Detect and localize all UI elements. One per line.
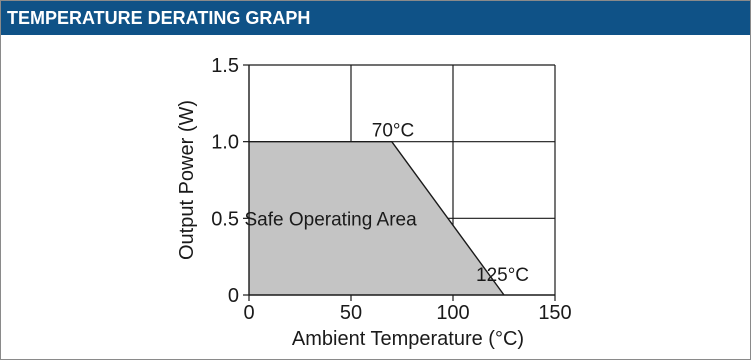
x-tick-label: 0	[243, 302, 254, 324]
derating-chart: 0 50 100 150 0 0.5 1.0 1.5 Safe Operating Area…	[176, 55, 572, 350]
chart-axes	[248, 65, 555, 296]
y-tick-label: 0.5	[211, 208, 239, 230]
annotation-125c: 125°C	[476, 265, 529, 286]
y-axis-ticks: 0 0.5 1.0 1.5	[211, 55, 249, 307]
x-axis-label: Ambient Temperature (°C)	[292, 328, 524, 350]
y-tick-label: 1.5	[211, 55, 239, 77]
y-tick-label: 0	[228, 285, 239, 307]
x-tick-label: 100	[436, 302, 469, 324]
x-tick-label: 50	[340, 302, 362, 324]
safe-operating-area	[249, 141, 504, 295]
panel-title: TEMPERATURE DERATING GRAPH	[1, 1, 750, 35]
x-tick-label: 150	[538, 302, 571, 324]
derating-curve-line	[249, 140, 505, 296]
annotation-70c: 70°C	[372, 121, 414, 142]
y-axis-label: Output Power (W)	[176, 100, 198, 260]
area-label: Safe Operating Area	[245, 209, 418, 230]
y-tick-label: 1.0	[211, 132, 239, 154]
x-axis-ticks: 0 50 100 150	[243, 295, 572, 324]
